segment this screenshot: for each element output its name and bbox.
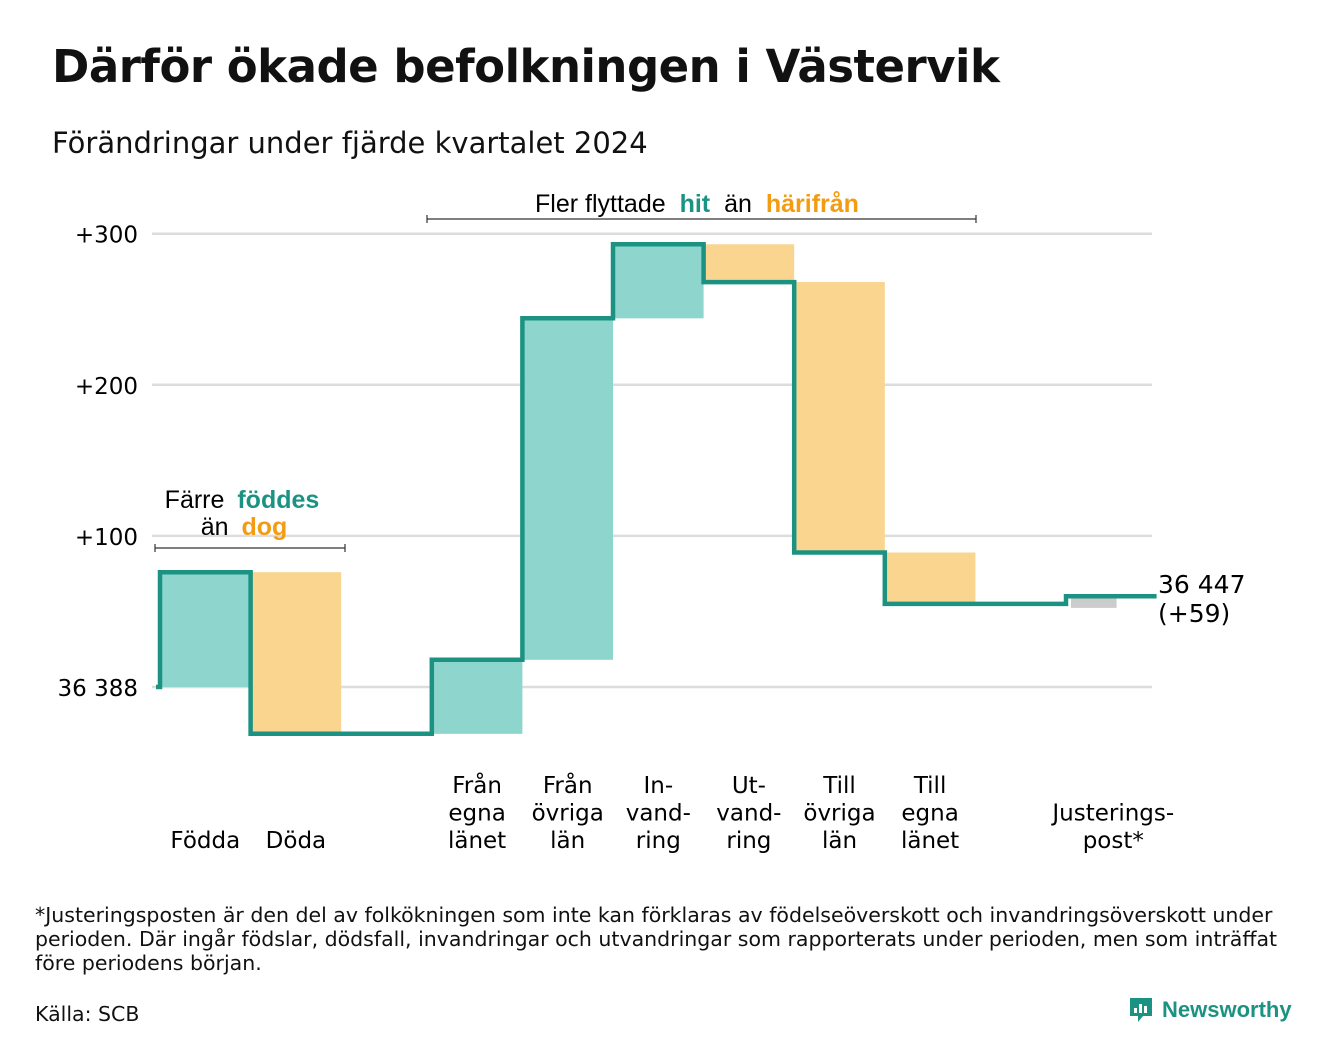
- bar-7: [794, 282, 885, 553]
- x-tick-label: Till: [913, 773, 947, 799]
- bar-8: [884, 552, 976, 604]
- cumulative-step-line: [156, 242, 1157, 737]
- annotation-text: Färre: [165, 486, 225, 514]
- bar-1: [250, 572, 342, 734]
- end-value-label: 36 447: [1158, 570, 1245, 599]
- newsworthy-icon: [1130, 998, 1152, 1022]
- chart-subtitle: Förändringar under fjärde kvartalet 2024: [52, 126, 648, 160]
- source-label: Källa: SCB: [35, 1002, 140, 1026]
- x-tick-label: egna: [448, 801, 505, 827]
- bar-3: [431, 659, 523, 734]
- births-annotation: Färre föddes än dog: [154, 486, 346, 552]
- x-tick-label: län: [550, 828, 585, 854]
- y-tick-label: +300: [75, 223, 138, 249]
- bar-5: [613, 244, 704, 319]
- svg-text:än dog: än dog: [201, 513, 288, 541]
- x-tick-label: länet: [901, 828, 959, 854]
- x-tick-label: Födda: [170, 828, 240, 854]
- waterfall-chart: 36 388+100+200+300 Födda DödaFrånegnaläne…: [58, 190, 1246, 854]
- x-tick-label: In-: [643, 773, 673, 799]
- x-tick-label: ring: [636, 828, 681, 854]
- x-tick-label: vand-: [716, 801, 781, 827]
- svg-text:Fler flyttade hit: Fler flyttade hit än härifrån: [535, 190, 859, 218]
- footnote: *Justeringsposten är den del av folkökni…: [35, 903, 1278, 975]
- annotation-text: än: [724, 190, 752, 218]
- x-tick-label: post*: [1083, 828, 1144, 854]
- x-tick-label: Från: [543, 771, 593, 799]
- y-axis-labels: 36 388 +100 +200 +300: [58, 223, 138, 702]
- x-tick-label: ring: [726, 828, 771, 854]
- x-tick-label: Till: [822, 773, 856, 799]
- x-tick-label: övriga: [532, 801, 604, 827]
- bar-10: [1071, 596, 1117, 608]
- y-tick-label: +100: [75, 525, 138, 551]
- annotation-highlight-in: hit: [680, 190, 711, 218]
- migration-annotation: Fler flyttade hit än härifrån: [426, 190, 977, 223]
- bars: [160, 244, 1117, 734]
- annotation-highlight-births: föddes: [237, 486, 319, 514]
- end-change-label: (+59): [1158, 599, 1230, 628]
- x-tick-label: vand-: [626, 801, 691, 827]
- bar-6: [703, 244, 795, 283]
- bar-0: [160, 572, 251, 687]
- y-tick-label: 36 388: [58, 676, 138, 702]
- x-tick-label: län: [822, 828, 857, 854]
- annotation-highlight-out: härifrån: [766, 190, 859, 218]
- x-axis-labels: Födda DödaFrånegnalänetFrånövrigalänIn-va…: [170, 771, 1174, 854]
- annotation-highlight-deaths: dog: [241, 513, 287, 541]
- x-tick-label: Döda: [266, 828, 326, 854]
- y-tick-label: +200: [75, 374, 138, 400]
- x-tick-label: Från: [452, 771, 502, 799]
- x-tick-label: egna: [901, 801, 958, 827]
- svg-text:Färre föddes: Färre föddes: [165, 486, 320, 514]
- bar-4: [522, 318, 613, 660]
- brand-logo: Newsworthy: [1128, 996, 1292, 1024]
- annotation-text: än: [201, 513, 229, 541]
- x-tick-label: övriga: [803, 801, 875, 827]
- annotation-text: Fler flyttade: [535, 190, 666, 218]
- x-tick-label: länet: [448, 828, 506, 854]
- chart-title: Därför ökade befolkningen i Västervik: [52, 40, 1000, 93]
- x-tick-label: Justerings-: [1050, 801, 1174, 827]
- x-tick-label: Ut-: [732, 773, 766, 799]
- cumulative-line: [156, 242, 1157, 737]
- brand-name: Newsworthy: [1162, 997, 1292, 1022]
